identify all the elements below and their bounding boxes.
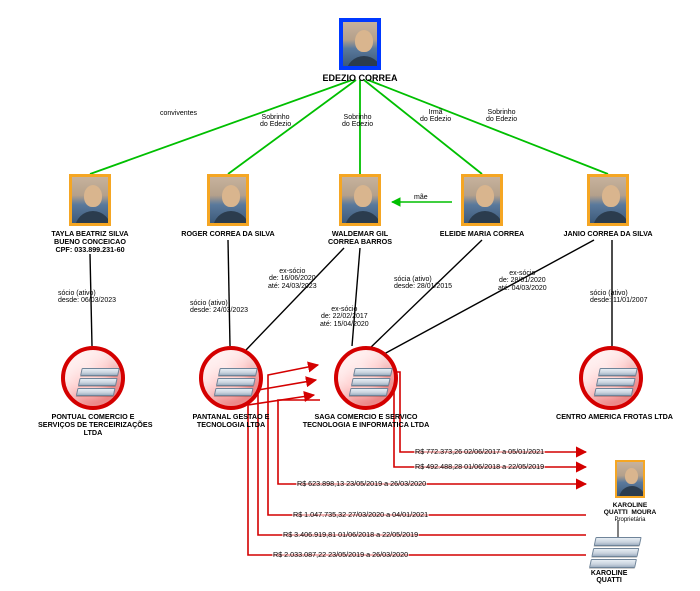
person-name: JANIO CORREA DA SILVA xyxy=(558,230,658,238)
company-saga: SAGA COMERCIO E SERVICO TECNOLOGIA E INF… xyxy=(296,346,436,429)
transfer-row: R$ 492.488,28 01/06/2018 a 22/05/2019 xyxy=(414,462,545,471)
company-icon xyxy=(199,346,263,410)
transfer-period: 01/06/2018 a 22/05/2019 xyxy=(464,462,544,471)
transfer-row: R$ 2.033.087,22 23/05/2019 a 26/03/2020 xyxy=(272,550,409,559)
rel-conviventes: conviventes xyxy=(160,110,197,117)
photo xyxy=(615,460,645,498)
rel-sobrinho-3: Sobrinho do Edezio xyxy=(486,109,517,124)
transfer-period: 23/05/2019 a 26/03/2020 xyxy=(346,479,426,488)
person-roger: ROGER CORREA DA SILVA xyxy=(198,174,258,238)
transfer-row: R$ 1.047.735,32 27/03/2020 a 04/01/2021 xyxy=(292,510,429,519)
transfer-row: R$ 3.406.919,81 01/06/2018 a 22/05/2019 xyxy=(282,530,419,539)
transfer-amount: R$ 623.898,13 xyxy=(297,479,344,488)
rel-sobrinho-2: Sobrinho do Edezio xyxy=(342,114,373,129)
person-name: EDEZIO CORREA xyxy=(310,74,410,84)
rel-irma: Irmã do Edezio xyxy=(420,109,451,124)
company-karoline-quatti: KAROLINE QUATTI xyxy=(588,537,639,571)
label-socio-wald1: ex-sócio de: 16/06/2020 até: 24/03/2023 xyxy=(268,268,317,290)
photo xyxy=(207,174,249,226)
person-karoline: KAROLINE QUATTI MOURA Proprietária xyxy=(600,460,660,523)
photo xyxy=(339,18,381,70)
person-name: KAROLINE QUATTI MOURA xyxy=(595,502,665,517)
transfer-amount: R$ 3.406.919,81 xyxy=(283,530,336,539)
transfer-row: R$ 623.898,13 23/05/2019 a 26/03/2020 xyxy=(296,479,427,488)
person-name: TAYLA BEATRIZ SILVA BUENO CONCEICAO CPF:… xyxy=(40,230,140,254)
company-pantanal: PANTANAL GESTAO E TECNOLOGIA LTDA xyxy=(176,346,286,429)
company-name: CENTRO AMERICA FROTAS LTDA xyxy=(556,413,666,421)
transfer-amount: R$ 772.373,26 xyxy=(415,447,462,456)
company-centroamerica: CENTRO AMERICA FROTAS LTDA xyxy=(556,346,666,421)
person-name: ELEIDE MARIA CORREA xyxy=(432,230,532,238)
label-socio-eleide: sócia (ativo) desde: 28/01/2015 xyxy=(394,276,452,291)
company-icon xyxy=(334,346,398,410)
company-name: PONTUAL COMERCIO E SERVIÇOS DE TERCEIRIZ… xyxy=(38,413,148,437)
company-name: SAGA COMERCIO E SERVICO TECNOLOGIA E INF… xyxy=(296,413,436,429)
person-janio: JANIO CORREA DA SILVA xyxy=(578,174,638,238)
photo xyxy=(339,174,381,226)
transfer-row: R$ 772.373,26 02/06/2017 a 05/01/2021 xyxy=(414,447,545,456)
person-eleide: ELEIDE MARIA CORREA xyxy=(452,174,512,238)
label-socio-janio1: ex-sócio de: 28/01/2020 até: 04/03/2020 xyxy=(498,270,547,292)
transfer-period: 23/05/2019 a 26/03/2020 xyxy=(328,550,408,559)
person-role: Proprietária xyxy=(600,517,660,524)
photo xyxy=(461,174,503,226)
photo xyxy=(69,174,111,226)
rel-mae: mãe xyxy=(414,194,428,201)
label-socio-tayla: sócio (ativo) desde: 06/03/2023 xyxy=(58,290,116,305)
transfer-period: 02/06/2017 a 05/01/2021 xyxy=(464,447,544,456)
company-icon xyxy=(61,346,125,410)
transfer-amount: R$ 2.033.087,22 xyxy=(273,550,326,559)
company-icon xyxy=(579,346,643,410)
person-name: ROGER CORREA DA SILVA xyxy=(178,230,278,238)
company-name: KAROLINE QUATTI xyxy=(587,570,631,584)
company-name: PANTANAL GESTAO E TECNOLOGIA LTDA xyxy=(176,413,286,429)
person-tayla: TAYLA BEATRIZ SILVA BUENO CONCEICAO CPF:… xyxy=(60,174,120,254)
photo xyxy=(587,174,629,226)
transfer-amount: R$ 1.047.735,32 xyxy=(293,510,346,519)
label-socio-wald2: ex-sócio de: 22/02/2017 até: 15/04/2020 xyxy=(320,306,369,328)
label-socio-roger: sócio (ativo) desde: 24/03/2023 xyxy=(190,300,248,315)
person-waldemar: WALDEMAR GIL CORREA BARROS xyxy=(330,174,390,246)
transfer-period: 01/06/2018 a 22/05/2019 xyxy=(338,530,418,539)
person-root: EDEZIO CORREA xyxy=(330,18,390,84)
transfer-amount: R$ 492.488,28 xyxy=(415,462,462,471)
label-socio-janio2: sócio (ativo) desde: 11/01/2007 xyxy=(590,290,647,305)
rel-sobrinho-1: Sobrinho do Edezio xyxy=(260,114,291,129)
company-pontual: PONTUAL COMERCIO E SERVIÇOS DE TERCEIRIZ… xyxy=(38,346,148,437)
person-name: WALDEMAR GIL CORREA BARROS xyxy=(310,230,410,246)
transfer-period: 27/03/2020 a 04/01/2021 xyxy=(348,510,428,519)
